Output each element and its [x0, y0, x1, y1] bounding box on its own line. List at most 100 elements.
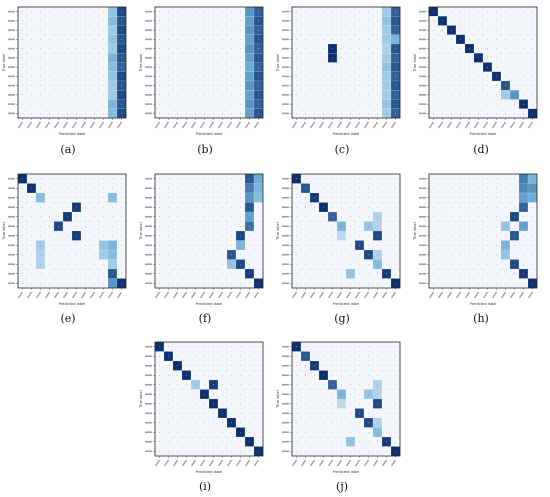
cell-value-mark	[350, 225, 351, 227]
cell-value-mark	[40, 113, 41, 114]
cell-value-mark	[433, 197, 434, 199]
cell-value-mark	[395, 11, 396, 12]
cell-value-mark	[323, 94, 324, 96]
cell-value-mark	[103, 94, 104, 96]
cell-value-mark	[67, 282, 68, 284]
cell-value-mark	[514, 235, 515, 237]
cell-value-mark	[368, 216, 369, 218]
cell-value-mark	[222, 393, 223, 395]
cell-value-mark	[31, 39, 32, 40]
cell-value-mark	[159, 11, 160, 12]
cell-value-mark	[505, 66, 506, 68]
cell-value-mark	[76, 235, 77, 237]
cell-value-mark	[296, 393, 297, 395]
cell-value-mark	[195, 76, 196, 77]
cell-value-mark	[305, 39, 306, 40]
x-tick-label	[309, 121, 316, 129]
cell-value-mark	[478, 20, 479, 22]
cell-value-mark	[168, 76, 169, 77]
cell-value-mark	[103, 76, 104, 77]
cell-value-mark	[249, 66, 250, 68]
cell-value-mark	[514, 282, 515, 284]
y-tick-label	[145, 112, 152, 115]
cell-value-mark	[231, 76, 232, 77]
cell-value-mark	[231, 282, 232, 284]
cell-value-mark	[442, 94, 443, 96]
cell-value-mark	[341, 94, 342, 96]
cell-value-mark	[469, 178, 470, 180]
cell-value-mark	[186, 365, 187, 367]
cell-value-mark	[350, 355, 351, 357]
x-tick-label	[62, 121, 69, 129]
cell-value-mark	[103, 273, 104, 275]
cell-value-mark	[31, 206, 32, 208]
cell-value-mark	[359, 355, 360, 357]
cell-value-mark	[121, 244, 122, 246]
cell-value-mark	[296, 187, 297, 189]
cell-value-mark	[159, 48, 160, 49]
cell-value-mark	[377, 29, 378, 31]
cell-value-mark	[231, 355, 232, 357]
cell-value-mark	[323, 48, 324, 49]
cell-value-mark	[195, 263, 196, 265]
cell-value-mark	[350, 48, 351, 49]
cell-value-mark	[442, 113, 443, 114]
cell-value-mark	[523, 94, 524, 96]
cell-value-mark	[451, 197, 452, 199]
cell-value-mark	[186, 178, 187, 180]
cell-value-mark	[186, 450, 187, 452]
cell-value-mark	[487, 197, 488, 199]
cell-value-mark	[76, 76, 77, 77]
x-tick-label	[244, 459, 251, 467]
cell-value-mark	[386, 29, 387, 31]
y-tick-label	[8, 84, 15, 87]
cell-value-mark	[314, 76, 315, 77]
cell-value-mark	[249, 85, 250, 86]
cell-value-mark	[168, 403, 169, 405]
cell-value-mark	[377, 263, 378, 265]
y-tick-label	[8, 196, 15, 199]
cell-value-mark	[168, 441, 169, 443]
x-tick-label	[98, 121, 105, 129]
cell-value-mark	[231, 384, 232, 386]
cell-value-mark	[222, 431, 223, 433]
cell-value-mark	[341, 422, 342, 424]
cell-value-mark	[249, 384, 250, 386]
cell-value-mark	[249, 431, 250, 433]
cell-value-mark	[249, 235, 250, 237]
cell-value-mark	[395, 216, 396, 218]
cell-value-mark	[442, 235, 443, 237]
cell-value-mark	[359, 263, 360, 265]
cell-value-mark	[314, 197, 315, 199]
cell-value-mark	[332, 355, 333, 357]
cell-value-mark	[204, 66, 205, 68]
cell-value-mark	[505, 11, 506, 12]
cell-value-mark	[103, 187, 104, 189]
y-tick-label	[8, 272, 15, 275]
cell-value-mark	[258, 346, 259, 348]
cell-value-mark	[532, 273, 533, 275]
cell-value-mark	[323, 263, 324, 265]
cell-value-mark	[305, 355, 306, 357]
cell-value-mark	[442, 197, 443, 199]
cell-value-mark	[487, 235, 488, 237]
cell-value-mark	[168, 374, 169, 376]
cell-value-mark	[296, 441, 297, 443]
cell-value-mark	[22, 216, 23, 218]
cell-value-mark	[195, 187, 196, 189]
panel-caption: (j)	[336, 480, 348, 493]
cell-value-mark	[204, 39, 205, 40]
cell-value-mark	[395, 178, 396, 180]
cell-value-mark	[177, 178, 178, 180]
cell-value-mark	[121, 48, 122, 49]
cell-value-mark	[359, 39, 360, 40]
cell-value-mark	[112, 66, 113, 68]
cell-value-mark	[451, 103, 452, 105]
x-tick-label	[327, 121, 334, 129]
y-tick-label	[419, 263, 426, 266]
y-tick-label	[282, 187, 289, 190]
cell-value-mark	[222, 48, 223, 49]
cell-value-mark	[168, 206, 169, 208]
cell-value-mark	[332, 282, 333, 284]
cell-value-mark	[231, 254, 232, 256]
